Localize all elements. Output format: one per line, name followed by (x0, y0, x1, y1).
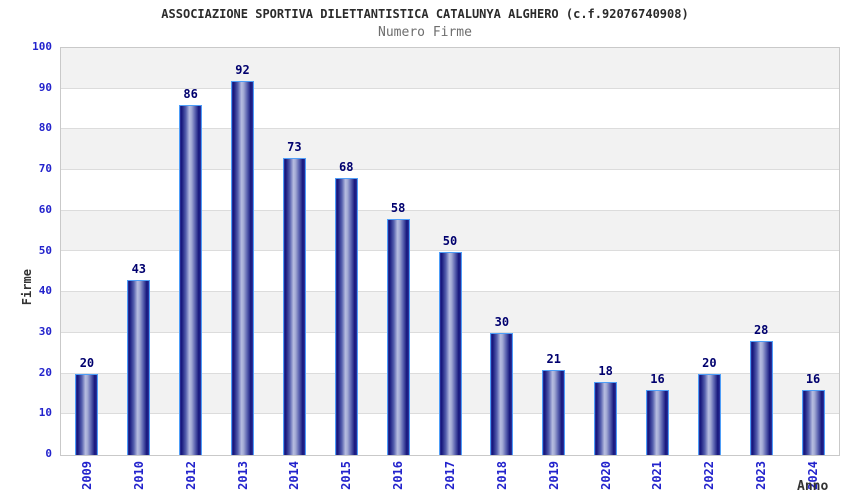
bar-2009 (75, 373, 99, 455)
y-tick-label: 90 (38, 80, 52, 94)
chart-title: ASSOCIAZIONE SPORTIVA DILETTANTISTICA CA… (161, 7, 689, 21)
bar-2010 (127, 280, 151, 455)
bar-value-label: 30 (494, 314, 510, 329)
bar-value-label: 92 (235, 62, 250, 77)
bar-value-label: 16 (805, 371, 821, 386)
x-tick-label: 2017 (443, 461, 457, 490)
bar-2023 (749, 341, 773, 455)
x-tick-label: 2021 (650, 461, 665, 490)
plot-area: 20 43 86 92 73 68 58 50 30 21 18 16 20 28 16 (60, 47, 840, 456)
bar-value-label: 20 (79, 355, 95, 370)
bar-value-label: 43 (131, 262, 147, 276)
background-band (61, 170, 839, 211)
bar-2019 (542, 369, 566, 455)
y-tick-label: 40 (38, 284, 52, 298)
x-tick-label: 2018 (494, 461, 509, 490)
y-tick-label: 0 (45, 447, 52, 460)
bar-2015 (334, 178, 358, 455)
bar-2021 (645, 389, 669, 455)
x-tick-label: 2016 (391, 461, 406, 490)
x-tick-label: 2022 (702, 461, 717, 490)
x-tick-label: 2014 (287, 461, 302, 490)
y-tick-label: 10 (38, 406, 52, 420)
y-tick-label: 20 (38, 365, 52, 379)
x-tick-label: 2015 (339, 461, 354, 490)
bar-2018 (490, 332, 514, 455)
y-tick-label: 70 (38, 162, 52, 176)
y-tick-label: 60 (38, 202, 52, 216)
bar-value-label: 18 (598, 363, 613, 378)
bar-2020 (594, 381, 618, 455)
chart-subtitle: Numero Firme (378, 25, 472, 40)
bar-value-label: 21 (546, 351, 561, 366)
bar-value-label: 58 (390, 200, 406, 215)
x-tick-label: 2009 (79, 461, 94, 490)
background-band (61, 48, 839, 89)
bar-value-label: 20 (702, 355, 717, 370)
bar-2022 (697, 373, 721, 455)
bar-2013 (231, 80, 255, 455)
y-tick-label: 100 (32, 40, 52, 53)
background-band (61, 129, 839, 171)
bar-2014 (282, 157, 306, 455)
y-tick-label: 80 (38, 121, 52, 135)
bar-value-label: 16 (650, 371, 665, 386)
bar-2024 (801, 389, 825, 455)
bar-value-label: 68 (339, 160, 354, 175)
x-tick-label: 2012 (183, 461, 198, 490)
bar-value-label: 86 (183, 86, 198, 101)
x-tick-label: 2010 (131, 461, 146, 490)
bar-2012 (179, 104, 203, 455)
y-tick-label: 30 (38, 324, 52, 338)
bar-value-label: 73 (287, 139, 302, 154)
x-tick-label: 2019 (546, 461, 561, 490)
bar-2017 (438, 251, 462, 455)
x-tick-label: 2023 (754, 461, 769, 490)
x-axis-title: Anno (797, 479, 829, 494)
x-tick-label: 2013 (235, 461, 250, 490)
bar-value-label: 28 (753, 323, 769, 338)
y-tick-label: 50 (38, 243, 52, 257)
bar-2016 (386, 218, 410, 455)
bar-value-label: 50 (442, 233, 458, 248)
x-tick-label: 2020 (598, 461, 613, 490)
